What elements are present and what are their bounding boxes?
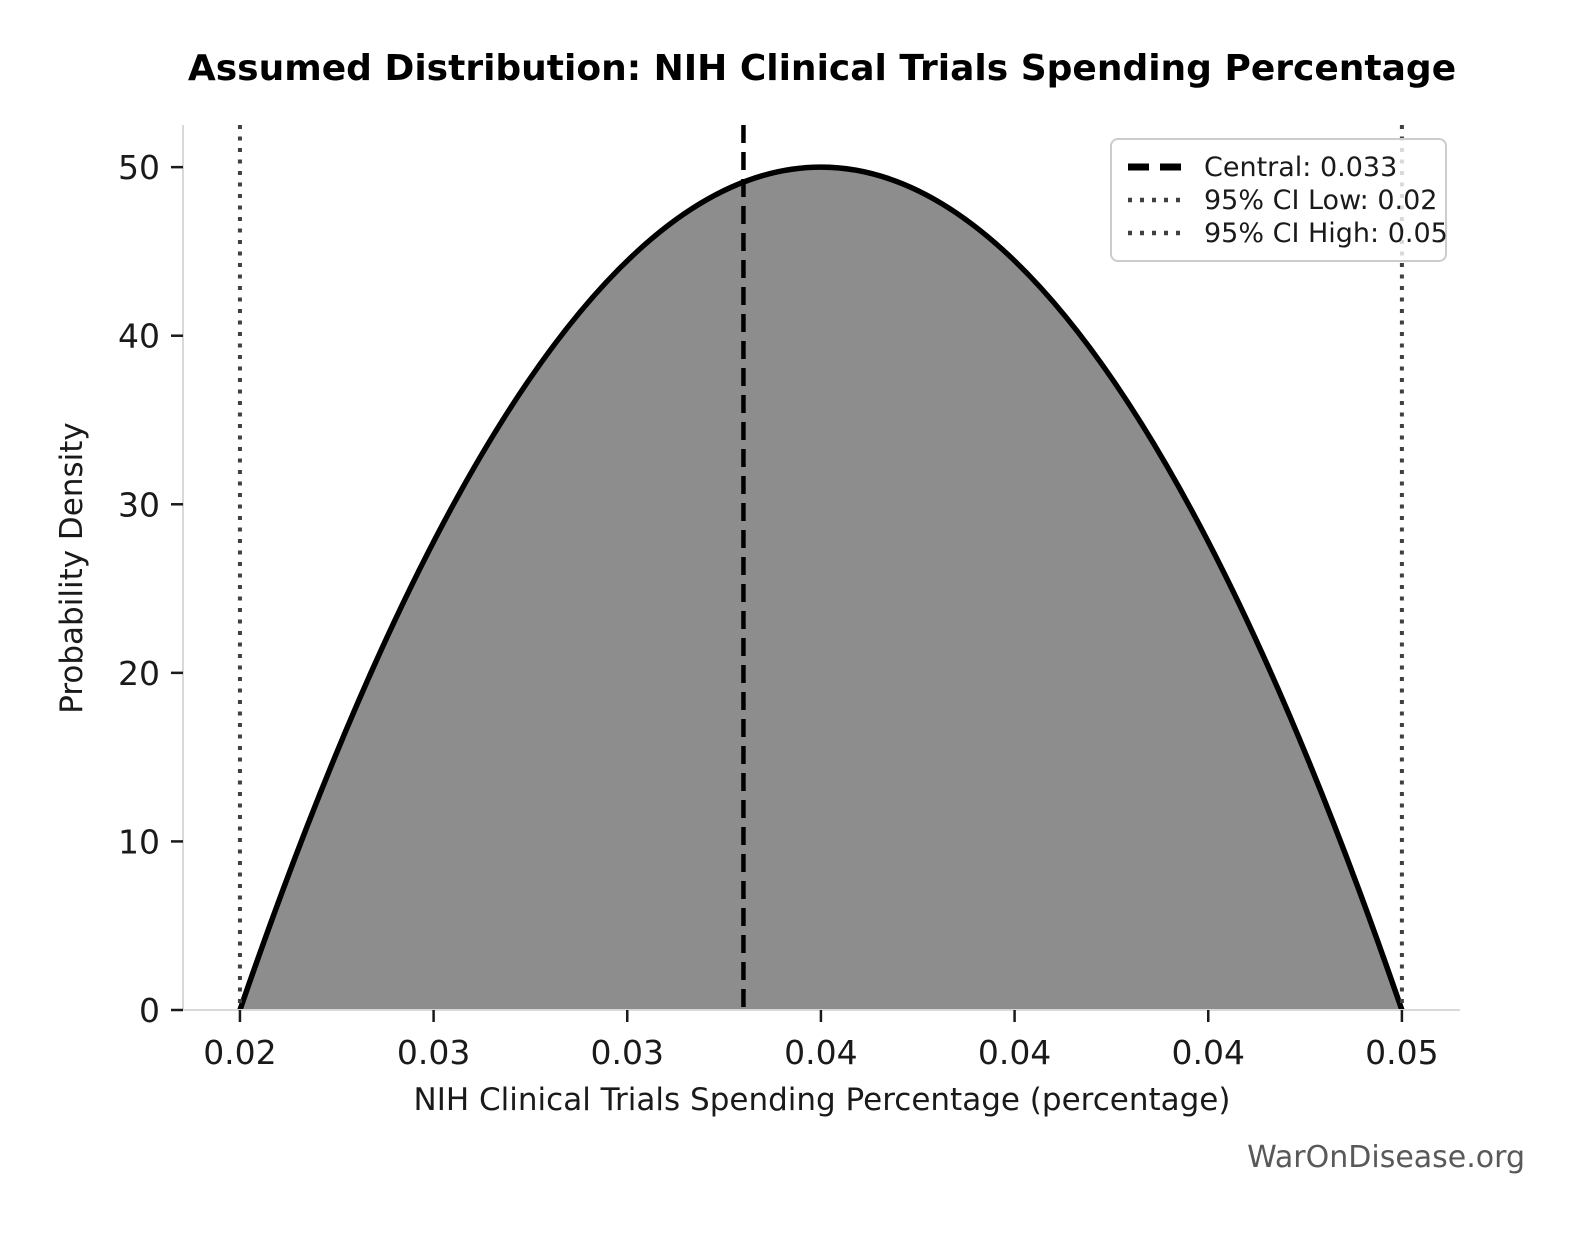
- density-area: [239, 167, 1402, 1010]
- y-tick-label: 50: [118, 148, 160, 187]
- x-tick-label: 0.04: [1171, 1033, 1244, 1072]
- density-curve: [237, 164, 1405, 1011]
- x-tick-label: 0.04: [784, 1033, 857, 1072]
- x-tick-label: 0.03: [397, 1033, 470, 1072]
- y-tick-label: 10: [118, 822, 160, 861]
- dotted-line-icon: [1128, 197, 1184, 203]
- y-tick-label: 0: [139, 991, 160, 1030]
- y-tick-label: 40: [118, 317, 160, 356]
- legend: Central: 0.033 95% CI Low: 0.02 95% CI H…: [1110, 138, 1448, 262]
- legend-row-ci-low: 95% CI Low: 0.02: [1128, 184, 1437, 216]
- y-axis-label: Probability Density: [54, 422, 90, 714]
- y-tick-label: 20: [118, 654, 160, 693]
- x-tick-label: 0.02: [203, 1033, 276, 1072]
- chart-title: Assumed Distribution: NIH Clinical Trial…: [187, 48, 1457, 89]
- legend-label-ci-high: 95% CI High: 0.05: [1204, 217, 1448, 249]
- y-tick-label: 30: [118, 485, 160, 524]
- x-tick-label: 0.05: [1365, 1033, 1438, 1072]
- legend-label-ci-low: 95% CI Low: 0.02: [1204, 184, 1438, 216]
- x-axis-label: NIH Clinical Trials Spending Percentage …: [413, 1082, 1231, 1118]
- watermark: WarOnDisease.org: [1247, 1140, 1525, 1175]
- legend-row-central: Central: 0.033: [1128, 151, 1429, 183]
- dashed-line-icon: [1128, 163, 1184, 171]
- x-tick-label: 0.03: [591, 1033, 664, 1072]
- x-tick-label: 0.04: [978, 1033, 1051, 1072]
- dotted-line-icon: [1128, 230, 1184, 236]
- legend-row-ci-high: 95% CI High: 0.05: [1128, 217, 1448, 249]
- legend-label-central: Central: 0.033: [1204, 151, 1398, 183]
